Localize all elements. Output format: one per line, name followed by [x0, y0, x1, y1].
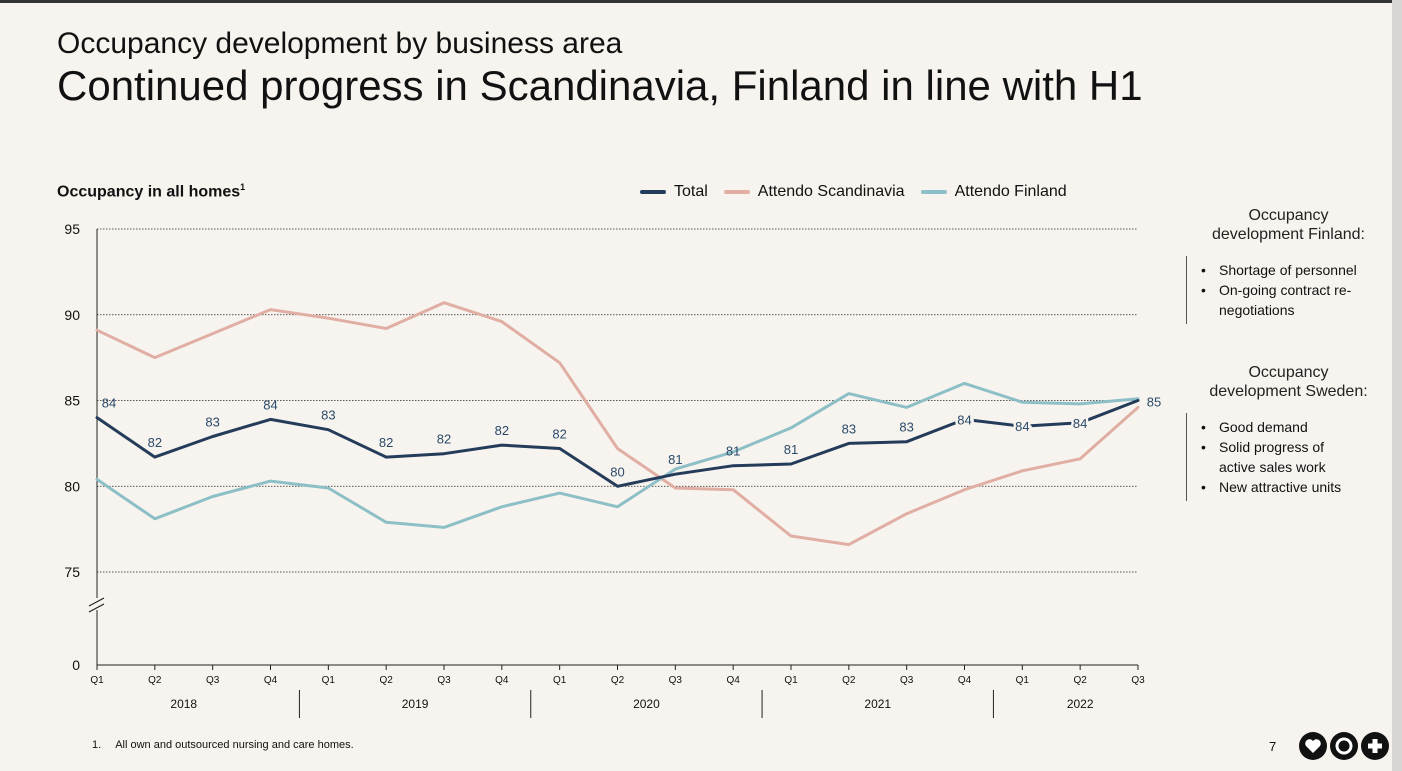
x-tick-label: Q3 — [206, 675, 220, 686]
series-line-finland — [95, 381, 1140, 529]
x-tick-label: Q4 — [495, 675, 509, 686]
legend-swatch-finland — [920, 190, 947, 194]
right-scrollbar-edge — [1392, 0, 1402, 771]
year-label: 2019 — [402, 697, 429, 711]
sweden-heading-line2: development Sweden: — [1209, 383, 1368, 400]
x-tick-label: Q2 — [379, 675, 393, 686]
data-label-total: 83 — [899, 420, 913, 435]
footnote-number: 1. — [92, 739, 102, 751]
x-tick-label: Q1 — [553, 675, 567, 686]
axis-break-mark — [88, 597, 105, 613]
x-tick-label: Q3 — [1131, 675, 1145, 686]
sweden-commentary-heading: Occupancy development Sweden: — [1186, 363, 1391, 401]
y-tick-label: 0 — [72, 657, 80, 673]
legend-item-finland: Attendo Finland — [920, 183, 1067, 201]
target-icon — [1330, 732, 1358, 760]
chart-title-footnote-mark: 1 — [240, 182, 246, 192]
occupancy-line-chart: 0 75 80 85 90 95 Q1 Q2 Q3 Q4 Q1 Q2 Q3 Q4 Q1 Q2 Q3 Q4 Q1 Q2 Q… — [64, 221, 1161, 718]
data-label-total: 80 — [610, 464, 624, 479]
legend-swatch-scandinavia — [723, 190, 750, 194]
data-label-total: 84 — [263, 397, 277, 412]
year-label: 2022 — [1067, 697, 1094, 711]
data-label-total: 84 — [957, 412, 971, 427]
chart-legend: Total Attendo Scandinavia Attendo Finlan… — [640, 183, 1067, 201]
sweden-heading-line1: Occupancy — [1248, 364, 1329, 381]
legend-item-total: Total — [640, 183, 708, 201]
plus-icon — [1361, 732, 1389, 760]
x-tick-label: Q3 — [669, 675, 683, 686]
finland-commentary-heading: Occupancy development Finland: — [1186, 206, 1391, 244]
data-label-total: 84 — [1015, 419, 1029, 434]
year-label: 2021 — [864, 697, 891, 711]
data-label-total: 84 — [1073, 416, 1087, 431]
heart-icon — [1299, 732, 1327, 760]
y-tick-label: 75 — [64, 564, 80, 580]
series-line-total — [95, 399, 1140, 488]
x-tick-label: Q2 — [1073, 675, 1087, 686]
year-label: 2018 — [170, 697, 197, 711]
sweden-commentary: Occupancy development Sweden: Good deman… — [1186, 363, 1391, 501]
x-tick-label: Q3 — [437, 675, 451, 686]
data-label-total: 82 — [437, 432, 451, 447]
data-label-total: 83 — [842, 421, 856, 436]
chart-title: Occupancy in all homes1 — [57, 182, 245, 201]
x-tick-label: Q3 — [900, 675, 914, 686]
data-label-total: 82 — [148, 435, 162, 450]
x-tick-label: Q1 — [784, 675, 798, 686]
series-line-scandinavia — [95, 301, 1140, 547]
x-tick-label: Q4 — [726, 675, 740, 686]
x-tick-label: Q1 — [90, 675, 104, 686]
data-label-total: 83 — [205, 415, 219, 430]
finland-bullet: On-going contract re- — [1201, 280, 1391, 300]
finland-heading-line2: development Finland: — [1212, 226, 1365, 243]
top-border — [0, 0, 1402, 3]
data-label-total: 82 — [552, 427, 566, 442]
x-tick-label: Q2 — [842, 675, 856, 686]
legend-item-scandinavia: Attendo Scandinavia — [723, 183, 905, 201]
data-label-total: 84 — [102, 396, 116, 411]
footnote: 1. All own and outsourced nursing and car… — [92, 739, 354, 751]
slide-title: Continued progress in Scandinavia, Finla… — [57, 62, 1143, 109]
legend-label-total: Total — [674, 183, 708, 200]
x-tick-label: Q2 — [611, 675, 625, 686]
data-label-total: 82 — [495, 423, 509, 438]
data-label-total: 83 — [321, 408, 335, 423]
legend-swatch-total — [640, 190, 666, 194]
legend-label-scandinavia: Attendo Scandinavia — [757, 183, 905, 200]
footnote-text: All own and outsourced nursing and care … — [115, 739, 354, 751]
page-number: 7 — [1269, 739, 1277, 754]
attendo-logo — [1299, 732, 1389, 760]
legend-label-finland: Attendo Finland — [954, 183, 1067, 200]
sweden-bullet: New attractive units — [1201, 477, 1391, 497]
data-label-total: 81 — [784, 442, 798, 457]
year-label: 2020 — [633, 697, 660, 711]
finland-bullet: Shortage of personnel — [1201, 260, 1391, 280]
x-tick-label: Q1 — [322, 675, 336, 686]
data-label-total: 85 — [1147, 395, 1161, 410]
x-tick-label: Q2 — [148, 675, 162, 686]
y-tick-label: 95 — [64, 221, 80, 237]
slide-kicker: Occupancy development by business area — [57, 27, 623, 60]
data-label-total: 82 — [379, 435, 393, 450]
finland-bullet-list: Shortage of personnel On-going contract … — [1186, 256, 1391, 324]
sweden-bullet-continued: active sales work — [1219, 459, 1326, 475]
y-tick-label: 85 — [64, 393, 80, 409]
sweden-bullet: Solid progress of — [1201, 437, 1391, 457]
finland-bullet-continued: negotiations — [1219, 302, 1295, 318]
data-label-total: 81 — [668, 452, 682, 467]
x-tick-label: Q1 — [1016, 675, 1030, 686]
y-tick-label: 90 — [64, 307, 80, 323]
finland-commentary: Occupancy development Finland: Shortage … — [1186, 206, 1391, 324]
x-tick-label: Q4 — [264, 675, 278, 686]
y-tick-label: 80 — [64, 478, 80, 494]
x-tick-label: Q4 — [958, 675, 972, 686]
data-label-total: 81 — [726, 444, 740, 459]
finland-heading-line1: Occupancy — [1248, 207, 1329, 224]
sweden-bullet-list: Good demand Solid progress of active sal… — [1186, 413, 1391, 501]
sweden-bullet: Good demand — [1201, 417, 1391, 437]
chart-title-text: Occupancy in all homes — [57, 183, 241, 201]
